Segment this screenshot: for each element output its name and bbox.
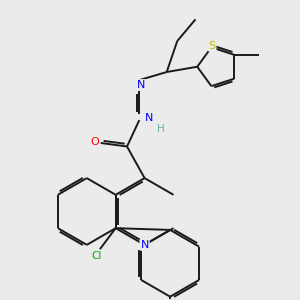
Text: S: S (208, 40, 216, 51)
Text: H: H (157, 124, 165, 134)
Text: O: O (90, 137, 99, 147)
Text: N: N (136, 80, 145, 90)
Text: N: N (140, 240, 149, 250)
Text: Cl: Cl (91, 250, 101, 261)
Text: N: N (145, 113, 153, 123)
